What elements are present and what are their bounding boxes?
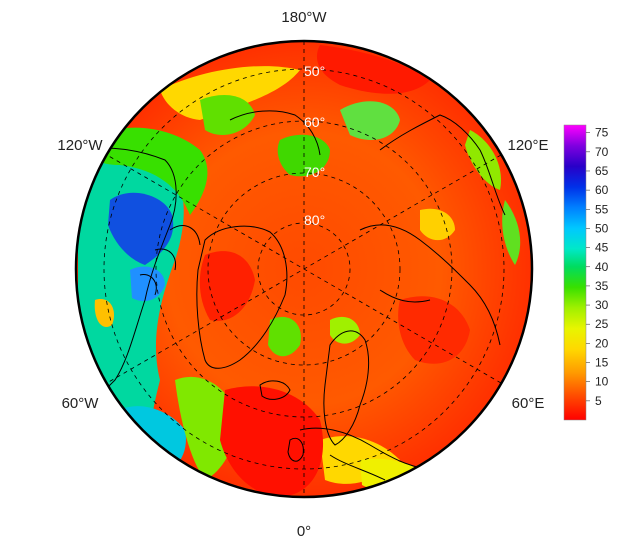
coastline-canadian-archipelago	[139, 225, 201, 296]
lat-label-70: 70°	[304, 164, 325, 180]
green-band-lower	[175, 376, 236, 480]
green-patch-north	[200, 95, 255, 135]
lon-label-60w: 60°W	[62, 395, 100, 412]
coastline-greenland	[196, 225, 288, 369]
green-patch-east-2	[502, 200, 521, 265]
coastline-scandinavia	[323, 330, 370, 446]
coastline-russia	[359, 224, 501, 346]
red-area-atlantic	[220, 386, 324, 497]
longitude-labels: 180°W 120°E 60°E 0° 60°W 120°W	[57, 9, 548, 540]
lon-label-180w: 180°W	[281, 9, 327, 26]
latitude-labels: 50° 60° 70° 80°	[304, 63, 325, 228]
colorbar-tick-label: 5	[595, 394, 602, 408]
colorbar-tick-label: 75	[595, 126, 609, 140]
lon-label-120e: 120°E	[507, 137, 548, 154]
lat-label-60: 60°	[304, 114, 325, 130]
red-area-north	[316, 45, 430, 94]
yellow-patch-north	[160, 66, 300, 120]
deep-blue-core	[108, 192, 174, 265]
colorbar-tick-label: 45	[595, 241, 609, 255]
yellow-patch-east	[420, 208, 455, 241]
coastlines	[79, 110, 506, 481]
lat-label-80: 80°	[304, 212, 325, 228]
green-patch-east	[465, 130, 501, 190]
green-band-west	[90, 127, 208, 215]
colorbar-tick-label: 15	[595, 356, 609, 370]
colorbar-tick-label: 10	[595, 375, 609, 389]
red-area-greenland	[199, 251, 255, 321]
map-border	[74, 39, 534, 499]
colorbar-tick-label: 55	[595, 202, 609, 216]
lon-label-120w: 120°W	[57, 137, 103, 154]
coastline-siberia-east	[379, 114, 506, 216]
colorbar: 75 70 65 60 55 50 45 40 35 30 25 20 15 10 5	[563, 124, 609, 421]
colorbar-ticks: 75 70 65 60 55 50 45 40 35 30 25 20 15 10 5	[586, 126, 609, 408]
coastline-uk	[287, 437, 304, 462]
lon-label-60e: 60°E	[512, 395, 545, 412]
green-patch-greenland	[268, 316, 301, 357]
colorbar-tick-label: 20	[595, 336, 609, 350]
colorbar-gradient	[563, 124, 587, 421]
colorbar-tick-label: 40	[595, 260, 609, 274]
lon-label-0: 0°	[297, 523, 311, 540]
lat-label-50: 50°	[304, 63, 325, 79]
colorbar-tick-label: 50	[595, 221, 609, 235]
meridian-120e-60w	[106, 154, 502, 384]
green-patch-northeast	[340, 101, 400, 140]
colorbar-tick-label: 65	[595, 164, 609, 178]
coastline-alaska	[229, 110, 321, 156]
colorbar-tick-label: 60	[595, 183, 609, 197]
graticule	[103, 41, 505, 497]
yellow-patch-west	[94, 299, 115, 328]
colorbar-tick-label: 35	[595, 279, 609, 293]
colorbar-tick-label: 30	[595, 298, 609, 312]
red-area-siberia	[398, 296, 470, 364]
coastline-iceland	[259, 380, 291, 400]
coastline-north-america	[79, 147, 177, 396]
colorbar-tick-label: 25	[595, 317, 609, 331]
colorbar-tick-label: 70	[595, 145, 609, 159]
